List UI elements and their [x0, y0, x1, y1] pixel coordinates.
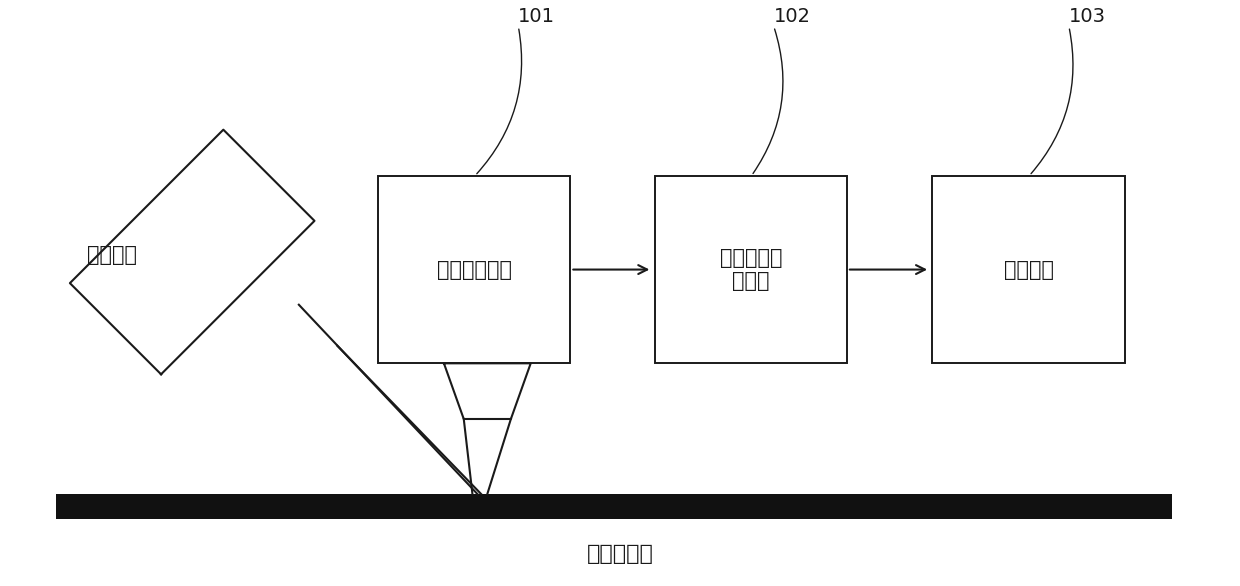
Text: 判断设备: 判断设备 [1003, 260, 1054, 280]
Text: 图像采集模块: 图像采集模块 [436, 260, 512, 280]
Bar [378, 176, 570, 363]
Text: 被测印刷品: 被测印刷品 [587, 544, 653, 564]
Text: 103: 103 [1069, 8, 1106, 26]
Text: 102: 102 [774, 8, 811, 26]
Text: 101: 101 [518, 8, 556, 26]
Bar [56, 494, 1172, 519]
Bar [932, 176, 1125, 363]
Text: 照明光源: 照明光源 [87, 245, 136, 265]
Text: 光谱曲线重
构设备: 光谱曲线重 构设备 [719, 248, 782, 291]
Bar [655, 176, 847, 363]
